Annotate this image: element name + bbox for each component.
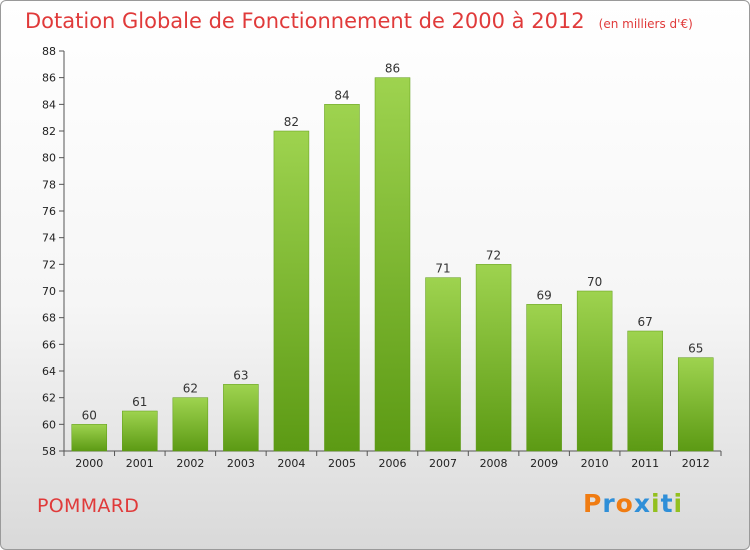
value-label-2007: 71: [435, 262, 450, 276]
bar-2006: [374, 77, 411, 452]
y-tick-label: 60: [42, 418, 56, 431]
bar-2003: [223, 384, 259, 452]
x-tick-label-2012: 2012: [682, 457, 710, 470]
y-tick-label: 78: [42, 178, 56, 191]
y-tick-label: 84: [42, 98, 56, 111]
x-tick-label-2001: 2001: [126, 457, 154, 470]
commune-name: POMMARD: [37, 495, 140, 517]
logo-letter: x: [633, 489, 651, 518]
bar-2000: [71, 424, 108, 452]
y-tick-label: 72: [42, 258, 56, 271]
bar-2012: [677, 357, 714, 452]
logo-letter: o: [615, 489, 634, 518]
value-label-2012: 65: [688, 342, 703, 356]
value-label-2004: 82: [284, 115, 299, 129]
y-tick-label: 68: [42, 312, 56, 325]
logo-letter: i: [673, 489, 684, 518]
x-tick-label-2009: 2009: [530, 457, 558, 470]
value-label-2005: 84: [334, 88, 349, 102]
value-label-2010: 70: [587, 275, 602, 289]
value-label-2003: 63: [233, 368, 248, 382]
chart-title-text: Dotation Globale de Fonctionnement de 20…: [25, 9, 585, 33]
value-label-2008: 72: [486, 248, 501, 262]
bar-2009: [526, 304, 562, 452]
value-label-2006: 86: [385, 62, 400, 76]
x-tick-label-2007: 2007: [429, 457, 457, 470]
chart-title: Dotation Globale de Fonctionnement de 20…: [25, 9, 693, 33]
bar-2011: [627, 330, 663, 452]
logo-letter: i: [651, 489, 661, 518]
y-tick-label: 88: [42, 45, 56, 58]
y-tick-label: 64: [42, 365, 56, 378]
x-tick-label-2011: 2011: [631, 457, 659, 470]
value-label-2002: 62: [183, 382, 198, 396]
bars: [71, 77, 714, 452]
x-tick-label-2000: 2000: [75, 457, 103, 470]
value-label-2011: 67: [638, 315, 653, 329]
logo-letter: t: [660, 489, 674, 518]
bar-2007: [425, 277, 461, 452]
bar-2004: [273, 130, 310, 452]
bar-2002: [172, 397, 209, 452]
x-tick-label-2003: 2003: [227, 457, 255, 470]
y-tick-label: 62: [42, 392, 56, 405]
value-label-2000: 60: [82, 408, 97, 422]
bar-2001: [122, 410, 158, 452]
x-tick-label-2005: 2005: [328, 457, 356, 470]
logo-letter: r: [602, 489, 616, 518]
y-tick-label: 58: [42, 445, 56, 458]
y-tick-label: 74: [42, 232, 56, 245]
x-tick-label-2006: 2006: [379, 457, 407, 470]
bar-2005: [324, 104, 360, 452]
x-tick-label-2004: 2004: [277, 457, 305, 470]
y-axis: 58 60 62 64 66 68 70 72 74 76 78 80 82 84 86 88: [42, 45, 65, 458]
bar-2010: [576, 290, 613, 452]
x-axis: 2000 2001 2002 2003 2004 2005 2006 2007 2008 2009…: [63, 450, 722, 470]
y-tick-label: 66: [42, 338, 56, 351]
value-labels: 60 61 62 63 82 84 86 71 72 69 70 67 65: [82, 62, 704, 423]
y-tick-label: 70: [42, 285, 56, 298]
logo-letter: P: [583, 489, 603, 518]
x-tick-label-2010: 2010: [581, 457, 609, 470]
proxiti-logo: Proxiti: [583, 489, 683, 518]
value-label-2009: 69: [536, 288, 551, 302]
bar-2008: [475, 264, 512, 452]
x-tick-label-2008: 2008: [480, 457, 508, 470]
y-tick-label: 86: [42, 72, 56, 85]
x-tick-label-2002: 2002: [176, 457, 204, 470]
value-label-2001: 61: [132, 395, 147, 409]
chart-subtitle: (en milliers d'€): [598, 17, 693, 31]
y-tick-label: 82: [42, 125, 56, 138]
y-tick-label: 76: [42, 205, 56, 218]
y-tick-label: 80: [42, 152, 56, 165]
